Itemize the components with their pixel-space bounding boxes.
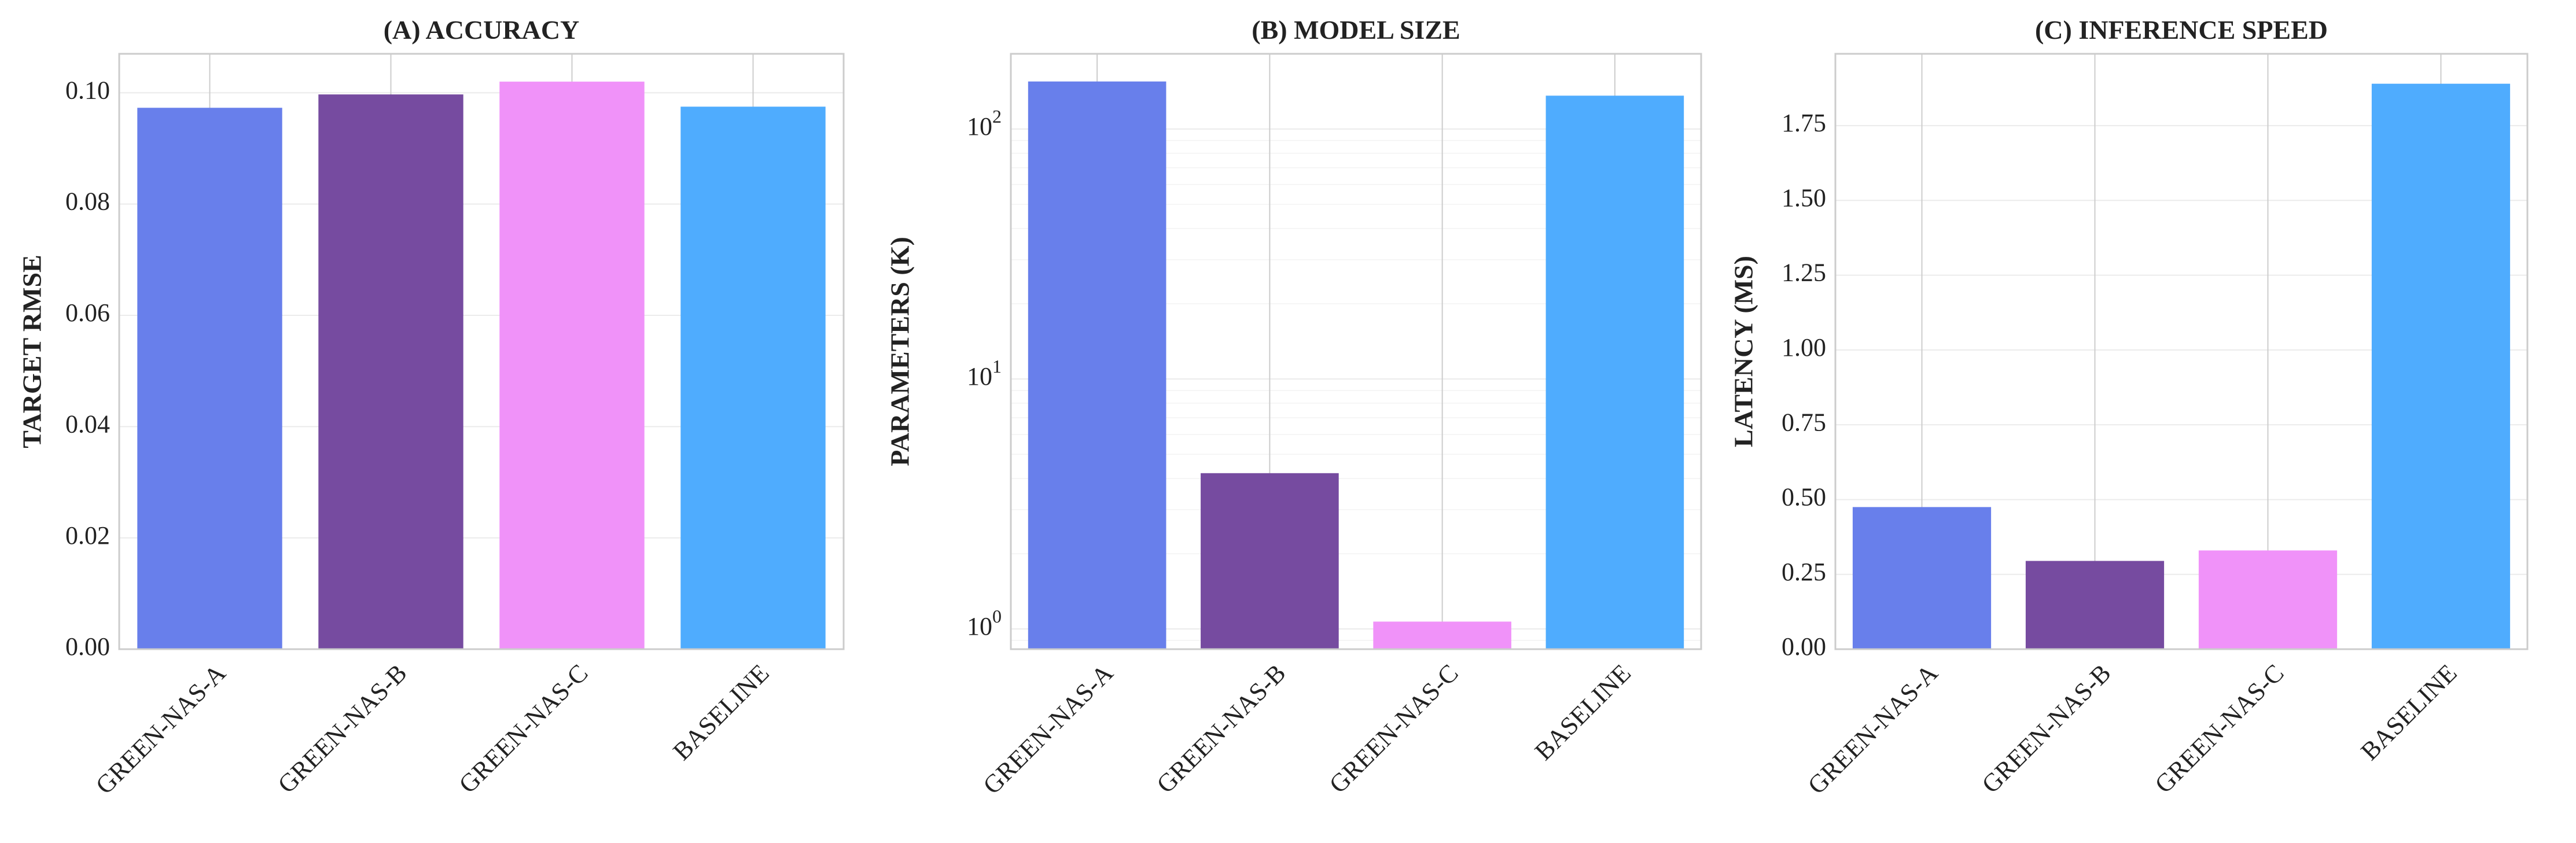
panel-title: (A) ACCURACY bbox=[384, 15, 580, 45]
y-tick-label: 0.02 bbox=[65, 521, 110, 550]
bar-baseline bbox=[680, 106, 826, 650]
bar-baseline bbox=[2371, 83, 2511, 649]
y-tick-label: 0.04 bbox=[65, 410, 110, 438]
y-axis-label: TARGET RMSE bbox=[17, 255, 47, 448]
bar-green-nas-b bbox=[1201, 473, 1339, 649]
bar-green-nas-b bbox=[318, 94, 463, 649]
y-tick-label: 1.00 bbox=[1782, 333, 1826, 362]
panel-title: (C) INFERENCE SPEED bbox=[2035, 15, 2328, 45]
bar-green-nas-a bbox=[1852, 507, 1992, 649]
bar-green-nas-a bbox=[1028, 81, 1166, 649]
bar-green-nas-a bbox=[137, 108, 282, 649]
y-tick-label: 0.00 bbox=[1782, 632, 1826, 661]
plot-frame bbox=[118, 53, 845, 650]
plot-frame bbox=[1834, 53, 2529, 650]
y-tick-label: 1.25 bbox=[1782, 259, 1826, 287]
y-tick-label: 0.25 bbox=[1782, 558, 1826, 586]
y-tick-label: 1.75 bbox=[1782, 109, 1826, 137]
bar-green-nas-c bbox=[1373, 621, 1511, 649]
bar-green-nas-c bbox=[2198, 550, 2338, 649]
y-tick-label: 0.75 bbox=[1782, 408, 1826, 436]
y-tick-label: 1.50 bbox=[1782, 183, 1826, 212]
plot-frame bbox=[1010, 53, 1702, 650]
y-tick-label: 0.10 bbox=[65, 76, 110, 104]
y-tick-label: 0.06 bbox=[65, 299, 110, 327]
y-axis-label: LATENCY (MS) bbox=[1729, 256, 1758, 447]
panel-title: (B) MODEL SIZE bbox=[1252, 15, 1460, 45]
y-axis-label: PARAMETERS (K) bbox=[885, 237, 915, 466]
y-tick-label: 0.08 bbox=[65, 187, 110, 216]
bar-green-nas-c bbox=[499, 82, 645, 649]
y-tick-label: 0.00 bbox=[65, 632, 110, 661]
y-tick-label: 0.50 bbox=[1782, 483, 1826, 511]
bar-green-nas-b bbox=[2025, 561, 2165, 649]
bar-baseline bbox=[1545, 95, 1684, 649]
